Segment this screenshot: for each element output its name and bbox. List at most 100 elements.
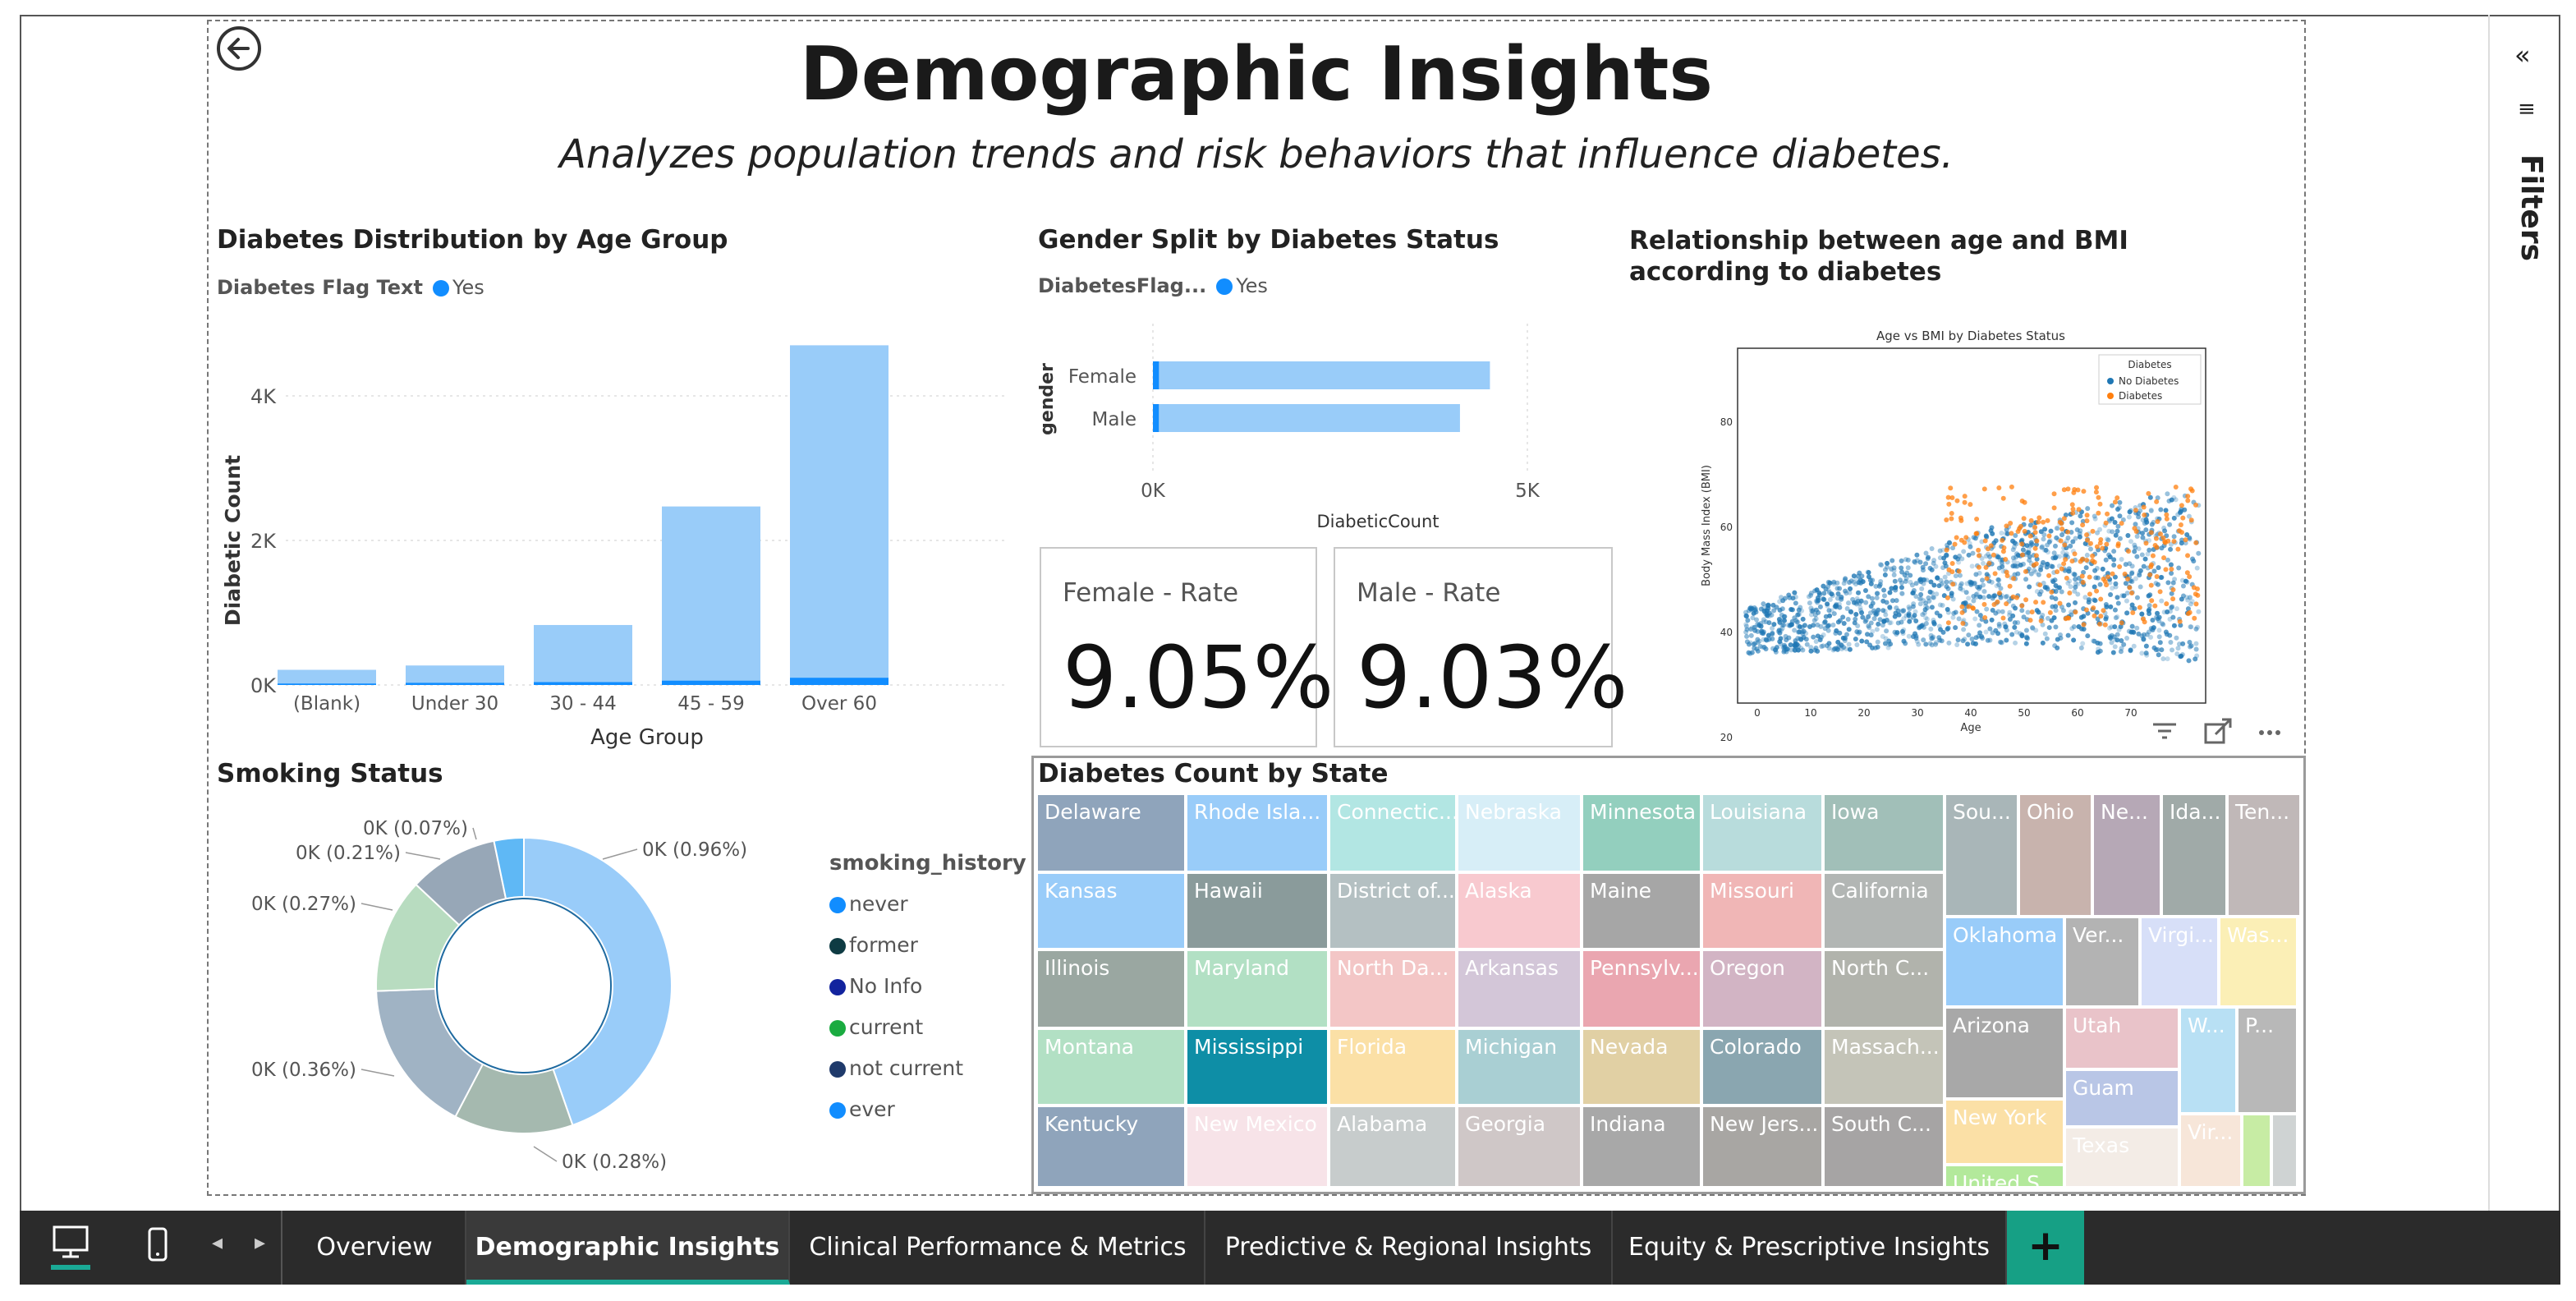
smoking-legend-item[interactable]: current (829, 1007, 1026, 1048)
female-rate-card[interactable]: Female - Rate 9.05% (1040, 547, 1334, 747)
gender-bar-chart[interactable]: gender Female Male 0K 5K DiabeticCount (1033, 312, 1591, 534)
age-chart-legend[interactable]: Diabetes Flag Text Yes (217, 276, 484, 299)
bar-total[interactable] (278, 669, 376, 685)
smoking-legend-item[interactable]: No Info (829, 966, 1026, 1007)
gender-chart-legend[interactable]: DiabetesFlag... Yes (1038, 274, 1268, 297)
bar-total[interactable] (1153, 361, 1490, 389)
age-bar-chart[interactable]: 4K 2K 0K Diabetic Count (Blank) Under 30 3… (212, 320, 1017, 764)
bar-yes[interactable] (278, 683, 376, 685)
treemap-tile[interactable]: Maryland (1186, 949, 1329, 1028)
mobile-view-icon[interactable] (146, 1225, 171, 1267)
donut-slice[interactable] (493, 836, 525, 900)
bar-total[interactable] (406, 665, 504, 685)
treemap-tile[interactable]: Louisiana (1701, 793, 1823, 872)
treemap-tile[interactable]: Nevada (1582, 1028, 1701, 1106)
state-treemap[interactable]: Delaware Rhode Isla... Connectic... Nebrask… (1036, 793, 2301, 1188)
focus-mode-icon[interactable] (2204, 718, 2232, 744)
treemap-tile[interactable]: Illinois (1036, 949, 1186, 1028)
treemap-tile[interactable]: Ver... (2064, 917, 2140, 1007)
treemap-tile[interactable] (2242, 1114, 2271, 1188)
treemap-tile[interactable]: Pennsylv... (1582, 949, 1701, 1028)
tab-equity-prescriptive[interactable]: Equity & Prescriptive Insights (1613, 1211, 2007, 1285)
treemap-tile[interactable]: Colorado (1701, 1028, 1823, 1106)
treemap-tile[interactable]: Rhode Isla... (1186, 793, 1329, 872)
treemap-tile[interactable]: Virgi... (2140, 917, 2219, 1007)
bar-yes[interactable] (790, 678, 889, 685)
treemap-tile[interactable]: New York (1945, 1099, 2064, 1165)
treemap-tile[interactable]: Utah (2064, 1007, 2179, 1069)
tab-demographic-insights[interactable]: Demographic Insights (466, 1211, 790, 1285)
desktop-view-icon[interactable] (48, 1222, 94, 1273)
add-page-button[interactable]: + (2007, 1211, 2084, 1285)
treemap-tile[interactable]: Sou... (1945, 793, 2018, 917)
collapse-chevron-icon[interactable]: « (2514, 39, 2531, 71)
treemap-tile[interactable]: Indiana (1582, 1106, 1701, 1188)
treemap-tile[interactable]: Was... (2219, 917, 2298, 1007)
treemap-tile[interactable]: Minnesota (1582, 793, 1701, 872)
tab-scroll-right-icon[interactable]: ▸ (255, 1230, 266, 1255)
treemap-tile[interactable]: New Mexico (1186, 1106, 1329, 1188)
bar-total[interactable] (790, 345, 889, 685)
treemap-tile[interactable]: Arizona (1945, 1007, 2064, 1099)
treemap-tile[interactable]: Montana (1036, 1028, 1186, 1106)
treemap-tile[interactable]: Oregon (1701, 949, 1823, 1028)
tab-scroll-left-icon[interactable]: ◂ (212, 1230, 223, 1255)
filters-pane[interactable]: « ≡ Filters (2488, 15, 2562, 1211)
treemap-tile[interactable]: United S... (1945, 1165, 2064, 1188)
treemap-tile[interactable]: Maine (1582, 872, 1701, 949)
bar-yes[interactable] (662, 680, 760, 685)
treemap-tile[interactable]: Vir... (2179, 1114, 2242, 1188)
treemap-tile[interactable]: Mississippi (1186, 1028, 1329, 1106)
treemap-tile[interactable]: North C... (1823, 949, 1945, 1028)
treemap-tile[interactable]: Nebraska (1457, 793, 1582, 872)
treemap-tile[interactable]: North Da... (1329, 949, 1457, 1028)
bar-total[interactable] (534, 624, 632, 685)
treemap-tile[interactable]: California (1823, 872, 1945, 949)
smoking-legend-item[interactable]: never (829, 884, 1026, 925)
treemap-tile[interactable]: Georgia (1457, 1106, 1582, 1188)
donut-slice[interactable] (523, 836, 673, 1127)
treemap-tile[interactable]: District of... (1329, 872, 1457, 949)
tab-clinical-performance[interactable]: Clinical Performance & Metrics (792, 1211, 1205, 1285)
bar-total[interactable] (1153, 404, 1460, 432)
treemap-tile[interactable]: P... (2237, 1007, 2298, 1114)
treemap-tile[interactable] (2271, 1114, 2298, 1188)
tab-predictive-regional[interactable]: Predictive & Regional Insights (1205, 1211, 1613, 1285)
bar-yes[interactable] (534, 682, 632, 685)
tab-overview[interactable]: Overview (284, 1211, 466, 1285)
treemap-tile[interactable]: Alabama (1329, 1106, 1457, 1188)
treemap-tile[interactable]: W... (2179, 1007, 2237, 1114)
age-bmi-scatter-image[interactable]: Age vs BMI by Diabetes Status Diabetes N… (1692, 325, 2217, 741)
treemap-tile[interactable]: Ohio (2018, 793, 2092, 917)
male-rate-card[interactable]: Male - Rate 9.03% (1334, 547, 1628, 747)
treemap-tile[interactable]: Guam (2064, 1069, 2179, 1127)
smoking-legend-item[interactable]: ever (829, 1089, 1026, 1130)
treemap-tile[interactable]: Kansas (1036, 872, 1186, 949)
treemap-tile[interactable]: Delaware (1036, 793, 1186, 872)
bar-yes[interactable] (406, 683, 504, 685)
smoking-legend-item[interactable]: former (829, 925, 1026, 966)
bar-yes[interactable] (1153, 404, 1159, 432)
treemap-tile[interactable]: Missouri (1701, 872, 1823, 949)
bar-total[interactable] (662, 506, 760, 685)
smoking-legend-item[interactable]: not current (829, 1048, 1026, 1089)
treemap-tile[interactable]: Michigan (1457, 1028, 1582, 1106)
bar-yes[interactable] (1153, 361, 1159, 389)
treemap-tile[interactable]: Ten... (2227, 793, 2301, 917)
back-arrow-icon[interactable] (215, 25, 263, 72)
treemap-tile[interactable]: Hawaii (1186, 872, 1329, 949)
treemap-tile[interactable]: Massach... (1823, 1028, 1945, 1106)
treemap-tile[interactable]: Arkansas (1457, 949, 1582, 1028)
smoking-legend[interactable]: smoking_history never former No Info curren… (829, 851, 1026, 1130)
treemap-tile[interactable]: Texas (2064, 1127, 2179, 1188)
treemap-tile[interactable]: Kentucky (1036, 1106, 1186, 1188)
smoking-donut-chart[interactable]: 0K (0.96%) 0K (0.28%) 0K (0.36%) 0K (0.27%)… (212, 805, 820, 1191)
treemap-tile[interactable]: Connectic... (1329, 793, 1457, 872)
filter-icon[interactable] (2153, 723, 2176, 739)
treemap-tile[interactable]: Ida... (2161, 793, 2227, 917)
treemap-tile[interactable]: Florida (1329, 1028, 1457, 1106)
treemap-tile[interactable]: Oklahoma (1945, 917, 2064, 1007)
treemap-tile[interactable]: New Jers... (1701, 1106, 1823, 1188)
treemap-tile[interactable]: Ne... (2092, 793, 2161, 917)
treemap-tile[interactable]: Iowa (1823, 793, 1945, 872)
